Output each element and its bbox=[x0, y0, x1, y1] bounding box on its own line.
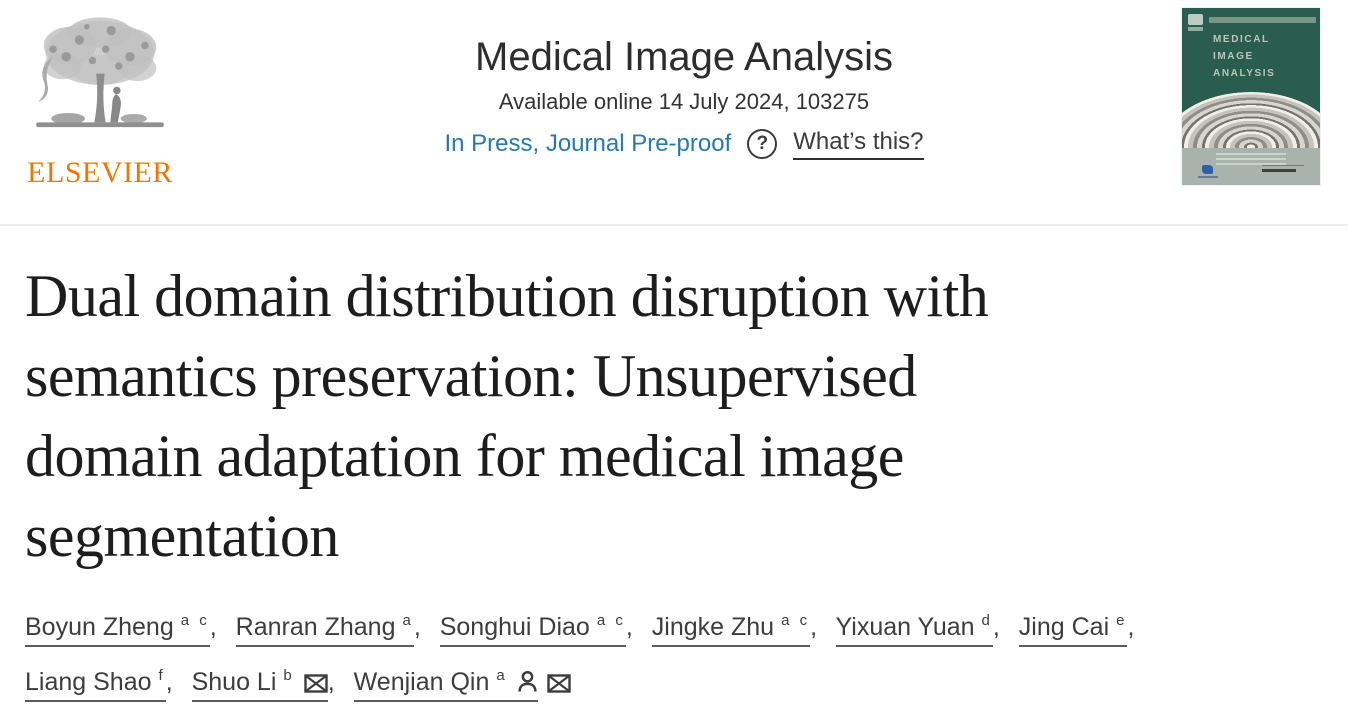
author-list: Boyun Zheng a c, Ranran Zhang a, Songhui D… bbox=[25, 604, 1323, 702]
author-link-jing-cai[interactable]: Jing Cai e bbox=[1018, 612, 1128, 647]
cover-top-bar bbox=[1209, 17, 1316, 23]
cover-brain-image bbox=[1182, 90, 1320, 148]
elsevier-tree-icon bbox=[36, 17, 164, 128]
journal-info: Medical Image Analysis Available online … bbox=[186, 8, 1182, 160]
author-link-ranran-zhang[interactable]: Ranran Zhang a bbox=[235, 612, 414, 647]
email-icon bbox=[304, 674, 328, 693]
whats-this-link[interactable]: What’s this? bbox=[793, 128, 924, 160]
corresponding-author-icon bbox=[518, 670, 537, 692]
article-title: Dual domain distribution disruption with… bbox=[25, 263, 989, 569]
cover-header: MEDICAL IMAGE ANALYSIS bbox=[1182, 8, 1320, 90]
author-link-songhui-diao[interactable]: Songhui Diao a c bbox=[439, 612, 626, 647]
cover-footer-text-lines bbox=[1216, 153, 1286, 168]
header-divider bbox=[0, 224, 1348, 226]
article-main: Dual domain distribution disruption with… bbox=[0, 256, 1348, 702]
cover-journal-title: MEDICAL IMAGE ANALYSIS bbox=[1213, 34, 1276, 79]
journal-banner: ELSEVIER Medical Image Analysis Availabl… bbox=[0, 0, 1348, 198]
question-icon[interactable]: ? bbox=[747, 129, 778, 159]
author-link-jingke-zhu[interactable]: Jingke Zhu a c bbox=[651, 612, 811, 647]
author-link-shuo-li[interactable]: Shuo Li b bbox=[191, 667, 328, 702]
cover-elsevier-mark bbox=[1188, 14, 1203, 31]
email-icon[interactable] bbox=[547, 674, 571, 693]
in-press-link[interactable]: In Press, Journal Pre-proof bbox=[444, 130, 732, 157]
author-link-wenjian-qin[interactable]: Wenjian Qin a bbox=[353, 667, 538, 702]
elsevier-wordmark: ELSEVIER bbox=[27, 156, 173, 189]
status-row: In Press, Journal Pre-proof ? What’s thi… bbox=[186, 128, 1182, 160]
cover-footer bbox=[1182, 148, 1320, 185]
article-header-page: ELSEVIER Medical Image Analysis Availabl… bbox=[0, 0, 1348, 699]
elsevier-logo[interactable]: ELSEVIER bbox=[14, 8, 186, 190]
availability-text: Available online 14 July 2024, 103275 bbox=[498, 89, 870, 114]
journal-title-link[interactable]: Medical Image Analysis bbox=[475, 35, 893, 79]
author-link-boyun-zheng[interactable]: Boyun Zheng a c bbox=[25, 612, 210, 647]
author-link-yixuan-yuan[interactable]: Yixuan Yuan d bbox=[835, 612, 993, 647]
cover-publisher-mark bbox=[1198, 165, 1218, 178]
journal-cover-thumbnail[interactable]: MEDICAL IMAGE ANALYSIS bbox=[1182, 8, 1320, 185]
cover-sciencedirect-mark bbox=[1262, 165, 1304, 172]
author-link-liang-shao[interactable]: Liang Shao f bbox=[25, 667, 166, 702]
author-line-1: Boyun Zheng a c, Ranran Zhang a, Songhui D… bbox=[25, 604, 1323, 647]
author-line-2: Liang Shao f, Shuo Li b, Wenjian Qin a bbox=[25, 659, 1323, 702]
